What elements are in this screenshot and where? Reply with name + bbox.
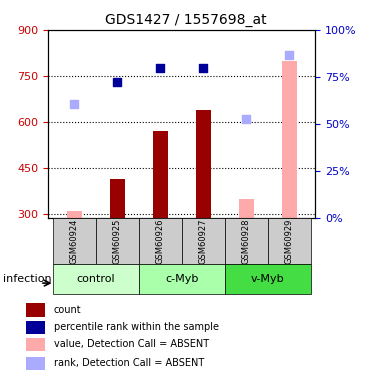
Text: GSM60924: GSM60924 — [70, 218, 79, 264]
Bar — [26, 303, 45, 317]
Bar — [139, 217, 182, 264]
Text: c-Myb: c-Myb — [165, 274, 198, 284]
Text: v-Myb: v-Myb — [251, 274, 285, 284]
Bar — [26, 357, 45, 370]
Bar — [153, 131, 168, 218]
Text: count: count — [54, 304, 81, 315]
Bar — [53, 264, 139, 294]
Point — [114, 79, 120, 85]
Text: rank, Detection Call = ABSENT: rank, Detection Call = ABSENT — [54, 358, 204, 368]
Bar — [182, 217, 225, 264]
Bar — [225, 217, 268, 264]
Point — [200, 65, 206, 71]
Text: GSM60927: GSM60927 — [199, 218, 208, 264]
Text: GSM60926: GSM60926 — [156, 218, 165, 264]
Text: GDS1427 / 1557698_at: GDS1427 / 1557698_at — [105, 13, 266, 27]
Bar — [96, 217, 139, 264]
Bar — [139, 264, 225, 294]
Bar — [225, 264, 311, 294]
Text: infection: infection — [3, 274, 52, 284]
Bar — [26, 338, 45, 351]
Text: control: control — [76, 274, 115, 284]
Text: GSM60925: GSM60925 — [113, 218, 122, 264]
Text: percentile rank within the sample: percentile rank within the sample — [54, 322, 219, 332]
Bar — [196, 110, 211, 218]
Bar — [26, 321, 45, 334]
Point — [286, 52, 292, 58]
Bar — [109, 179, 125, 218]
Bar — [239, 199, 254, 217]
Bar — [66, 211, 82, 217]
Text: value, Detection Call = ABSENT: value, Detection Call = ABSENT — [54, 339, 209, 349]
Point — [243, 116, 249, 122]
Point — [71, 101, 77, 107]
Point — [157, 65, 163, 71]
Text: GSM60928: GSM60928 — [242, 218, 251, 264]
Text: GSM60929: GSM60929 — [285, 218, 294, 264]
Bar — [53, 217, 96, 264]
Bar — [282, 61, 297, 217]
Bar — [268, 217, 311, 264]
